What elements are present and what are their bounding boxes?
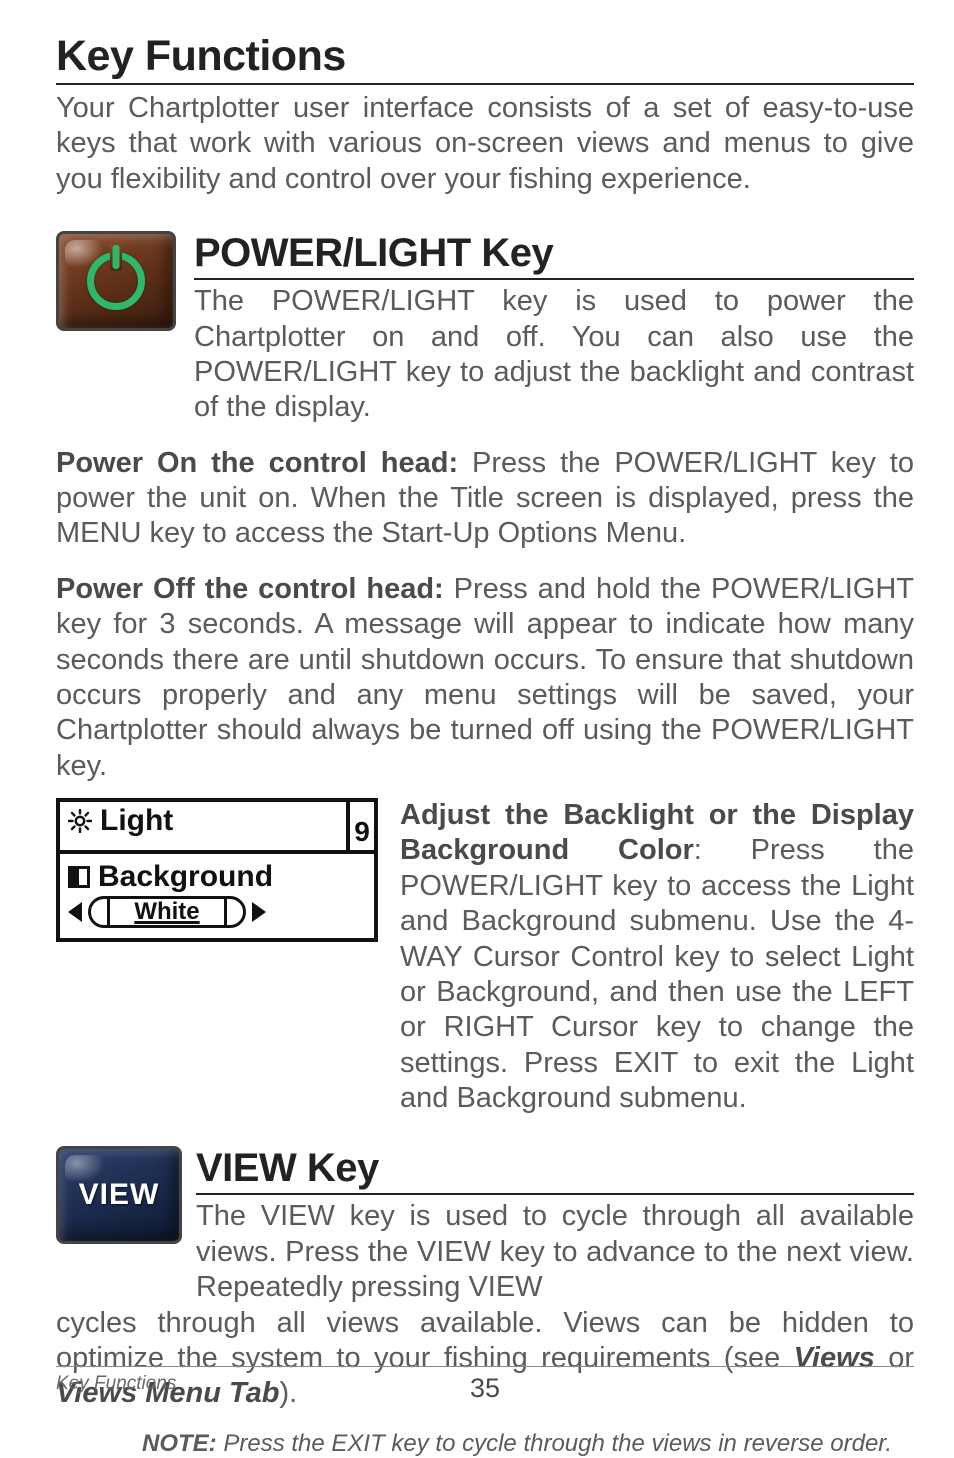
adjust-row: Light 9 Background White [56,798,914,1116]
view-icon-label: VIEW [79,1178,160,1212]
power-on-paragraph: Power On the control head: Press the POW… [56,446,914,552]
adjust-paragraph: Adjust the Backlight or the Display Back… [400,798,914,1116]
footer-section-label: Key Functions [56,1373,176,1395]
submenu-light-row: Light 9 [60,802,374,854]
page-footer: Key Functions 35 [56,1366,914,1395]
power-icon [56,231,176,331]
power-section: POWER/LIGHT Key The POWER/LIGHT key is u… [56,231,914,426]
view-icon: VIEW [56,1146,182,1244]
power-off-paragraph: Power Off the control head: Press and ho… [56,572,914,784]
submenu-light-value: 9 [354,818,370,846]
footer-rule [56,1366,914,1367]
power-heading: POWER/LIGHT Key [194,231,914,276]
submenu-background-label: Background [98,860,273,894]
power-heading-rule [194,278,914,280]
page-number: 35 [470,1373,500,1404]
view-wrap-text: cycles through all views available. View… [56,1307,914,1374]
power-off-label: Power Off the control head: [56,573,444,605]
note-label: NOTE: [142,1430,217,1457]
view-heading-rule [196,1193,914,1195]
view-heading: VIEW Key [196,1146,914,1191]
view-description-inline: The VIEW key is used to cycle through al… [196,1199,914,1305]
submenu-light-label: Light [100,806,173,836]
view-section: VIEW VIEW Key The VIEW key is used to cy… [56,1146,914,1305]
submenu-background-value: White [134,898,199,926]
background-icon [68,866,90,888]
submenu-screenshot: Light 9 Background White [56,798,378,942]
note-text: Press the EXIT key to cycle through the … [217,1430,892,1457]
submenu-background-row: Background White [60,854,374,938]
power-description: The POWER/LIGHT key is used to power the… [194,284,914,426]
power-light-key-illustration [56,231,176,331]
brightness-icon [68,809,92,833]
view-key-illustration: VIEW [56,1146,182,1244]
arrow-right-icon [252,902,366,922]
view-note: NOTE: Press the EXIT key to cycle throug… [56,1430,914,1458]
adjust-text: : Press the POWER/LIGHT key to access th… [400,834,914,1114]
submenu-value-pill: White [88,896,246,928]
page-title: Key Functions [56,32,914,81]
title-rule [56,83,914,85]
power-on-label: Power On the control head: [56,447,458,479]
arrow-left-icon [68,902,82,922]
intro-paragraph: Your Chartplotter user interface consist… [56,91,914,197]
